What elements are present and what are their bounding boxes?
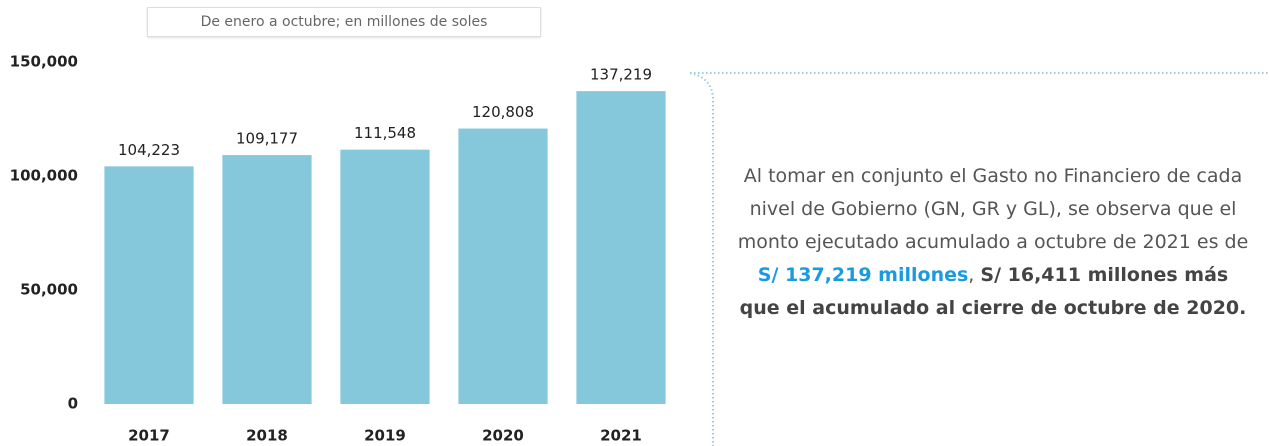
note: Al tomar en conjunto el Gasto no Financi… [737,160,1249,325]
bar [104,166,194,404]
y-tick-label: 150,000 [10,53,78,71]
y-tick-label: 100,000 [10,167,78,185]
x-tick-label: 2017 [128,427,170,445]
bar [576,91,666,404]
subtitle: De enero a octubre; en millones de soles [147,7,541,37]
data-label: 109,177 [236,130,298,148]
x-tick-label: 2019 [364,427,406,445]
y-tick-label: 0 [68,395,78,413]
data-label: 120,808 [472,103,534,121]
note-highlight: S/ 137,219 millones [757,264,969,286]
data-label: 111,548 [354,124,416,142]
x-tick-label: 2021 [600,427,642,445]
y-tick-label: 50,000 [20,281,78,299]
bar [458,128,548,405]
x-tick-label: 2020 [482,427,524,445]
bar [222,155,312,404]
panel-border [689,72,1269,446]
bar [340,149,430,404]
note-text: , [968,264,981,286]
data-label: 137,219 [590,66,652,84]
data-label: 104,223 [118,141,180,159]
note-bold: S/ 16,411 millones más que el acumulado … [739,264,1247,319]
x-tick-label: 2018 [246,427,288,445]
note-text: Al tomar en conjunto el Gasto no Financi… [737,165,1249,253]
